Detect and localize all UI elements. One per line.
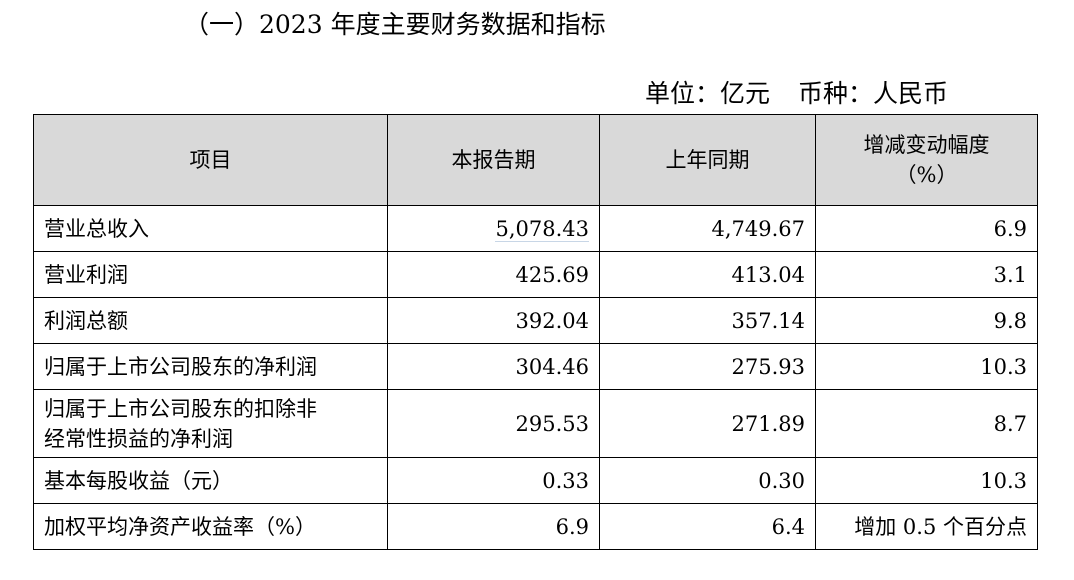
change-value: 10.3 (815, 457, 1038, 504)
table-row: 加权平均净资产收益率（%） 6.9 6.4 增加 0.5 个百分点 (33, 503, 1038, 550)
row-label-line2: 经常性损益的净利润 (44, 426, 233, 451)
current-value: 425.69 (387, 251, 600, 298)
current-value: 392.04 (387, 297, 600, 344)
change-value: 9.8 (815, 297, 1038, 344)
current-value: 6.9 (387, 503, 600, 550)
header-change-line2: （%） (895, 163, 958, 187)
section-title: （一）2023 年度主要财务数据和指标 (184, 10, 606, 39)
prior-value: 4,749.67 (599, 205, 816, 252)
current-value: 295.53 (387, 389, 600, 458)
change-value: 8.7 (815, 389, 1038, 458)
header-item: 项目 (33, 114, 388, 206)
change-value: 10.3 (815, 343, 1038, 390)
row-label: 营业总收入 (33, 205, 388, 252)
prior-value: 6.4 (599, 503, 816, 550)
unit-label: 单位：亿元 (644, 79, 770, 108)
table-row: 基本每股收益（元） 0.33 0.30 10.3 (33, 457, 1038, 504)
prior-value: 357.14 (599, 297, 816, 344)
current-value-text: 5,078.43 (495, 216, 589, 242)
header-change-rate: 增减变动幅度 （%） (815, 114, 1038, 206)
prior-value: 275.93 (599, 343, 816, 390)
table-row: 利润总额 392.04 357.14 9.8 (33, 297, 1038, 344)
current-value: 0.33 (387, 457, 600, 504)
prior-value: 271.89 (599, 389, 816, 458)
table-header-row: 项目 本报告期 上年同期 增减变动幅度 （%） (33, 114, 1038, 206)
row-label: 加权平均净资产收益率（%） (33, 503, 388, 550)
financial-data-table: 项目 本报告期 上年同期 增减变动幅度 （%） 营业总收入 5,078.43 4… (33, 114, 1038, 550)
currency-label: 币种：人民币 (797, 79, 948, 108)
change-value: 增加 0.5 个百分点 (815, 503, 1038, 550)
header-prior-period: 上年同期 (599, 114, 816, 206)
table-row: 营业总收入 5,078.43 4,749.67 6.9 (33, 205, 1038, 252)
table-row: 归属于上市公司股东的净利润 304.46 275.93 10.3 (33, 343, 1038, 390)
change-value: 6.9 (815, 205, 1038, 252)
row-label: 基本每股收益（元） (33, 457, 388, 504)
row-label: 利润总额 (33, 297, 388, 344)
row-label: 归属于上市公司股东的扣除非 经常性损益的净利润 (33, 389, 388, 458)
prior-value: 0.30 (599, 457, 816, 504)
unit-currency-line: 单位：亿元 币种：人民币 (645, 76, 948, 112)
row-label: 营业利润 (33, 251, 388, 298)
row-label-line1: 归属于上市公司股东的扣除非 (44, 396, 317, 421)
table-row: 归属于上市公司股东的扣除非 经常性损益的净利润 295.53 271.89 8.… (33, 389, 1038, 458)
change-value: 3.1 (815, 251, 1038, 298)
current-value: 5,078.43 (387, 205, 600, 252)
header-current-period: 本报告期 (387, 114, 600, 206)
header-change-line1: 增减变动幅度 (863, 133, 990, 157)
prior-value: 413.04 (599, 251, 816, 298)
current-value: 304.46 (387, 343, 600, 390)
table-row: 营业利润 425.69 413.04 3.1 (33, 251, 1038, 298)
row-label: 归属于上市公司股东的净利润 (33, 343, 388, 390)
